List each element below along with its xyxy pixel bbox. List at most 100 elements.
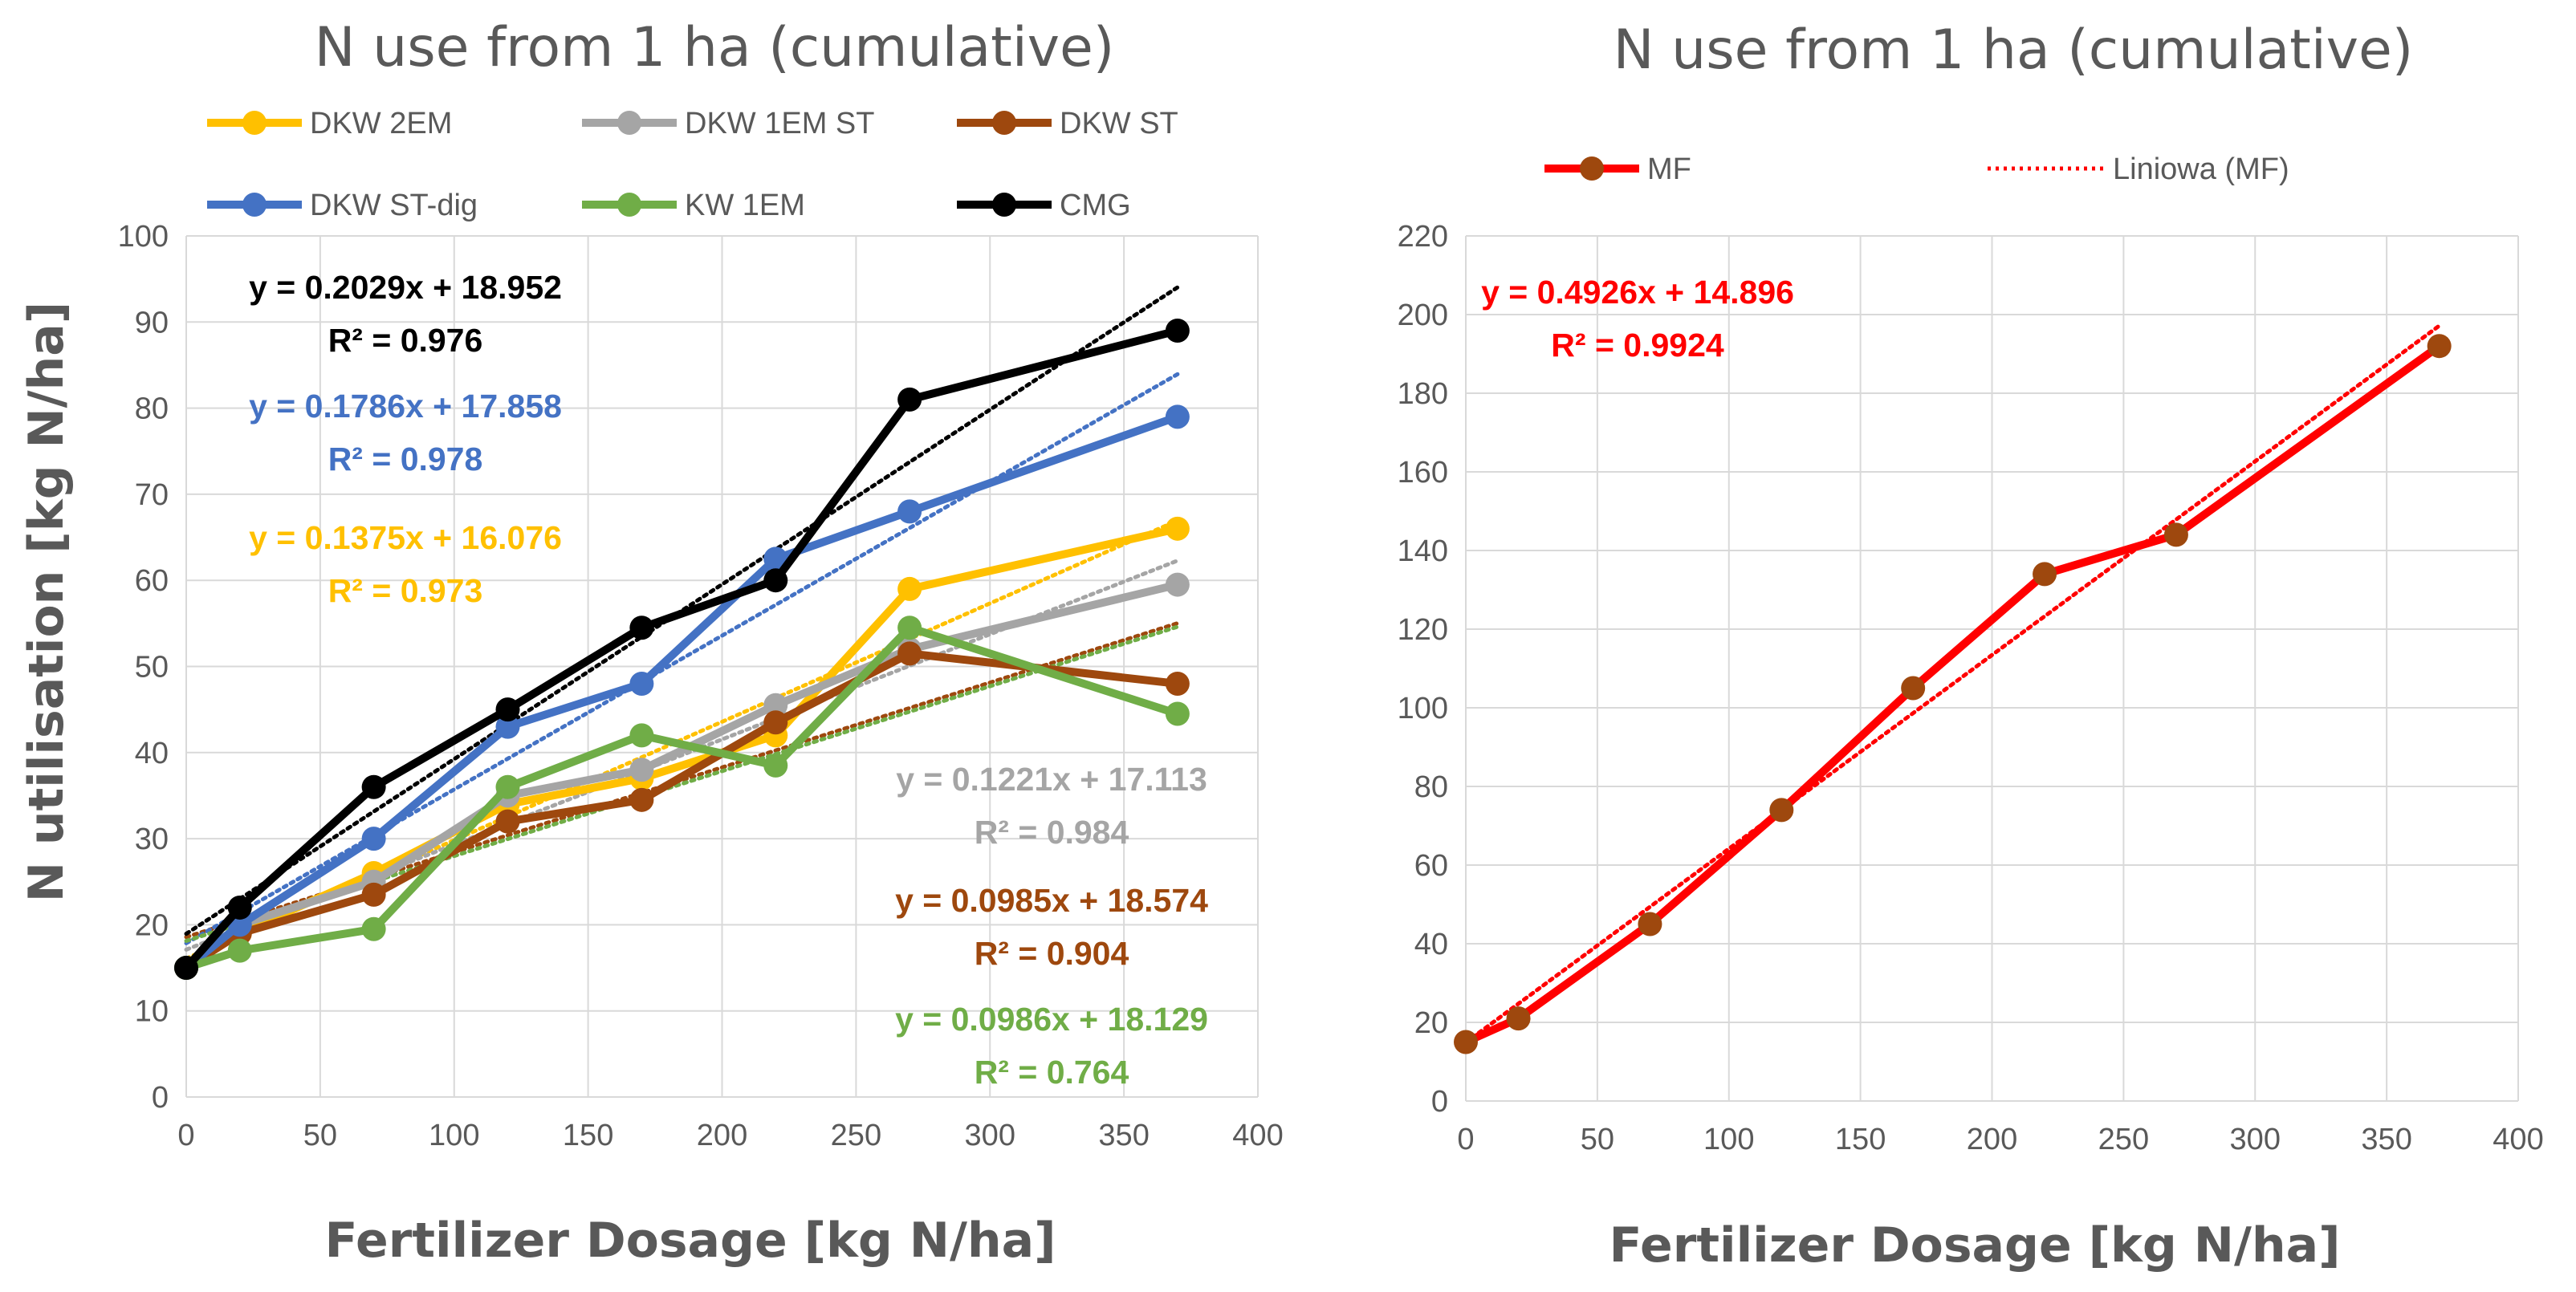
- left-point-dkw-st-dig: [897, 499, 922, 524]
- right-point-mf: [1638, 912, 1662, 936]
- left-grid: [185, 235, 1259, 1098]
- right-x-tick-label: 300: [2230, 1123, 2281, 1156]
- left-legend-item-dkw-2em: DKW 2EM: [207, 107, 452, 140]
- left-x-tick-label: 0: [177, 1119, 194, 1152]
- legend-label: DKW ST: [1060, 107, 1178, 140]
- left-point-kw-1em: [1165, 701, 1190, 726]
- right-legend-item-trendline: Liniowa (MF): [1988, 152, 2289, 186]
- left-y-axis-title: N utilisation [kg N/ha]: [18, 302, 75, 902]
- left-point-cmg: [361, 774, 386, 799]
- right-x-tick-label: 0: [1457, 1123, 1474, 1156]
- left-point-dkw-st-dig: [495, 714, 520, 739]
- right-x-tick-label: 100: [1703, 1123, 1754, 1156]
- legend-label: KW 1EM: [685, 189, 805, 222]
- trend-r-squared: R² = 0.764: [975, 1054, 1129, 1091]
- right-trendline-mf: [1463, 323, 2442, 1045]
- right-legend: MF Liniowa (MF): [1544, 152, 2289, 186]
- legend-swatch-marker: [242, 193, 267, 217]
- left-point-cmg: [897, 387, 922, 412]
- right-y-tick-label: 140: [1398, 534, 1448, 568]
- left-point-dkw-st-dig: [1165, 404, 1190, 429]
- left-x-tick-label: 300: [965, 1119, 1015, 1152]
- legend-swatch-marker: [617, 111, 641, 135]
- left-equation-dkw-2em: y = 0.1375x + 16.076 R² = 0.973: [249, 519, 562, 609]
- trend-r-squared: R² = 0.984: [975, 814, 1129, 851]
- left-point-dkw-1em-st: [629, 758, 654, 782]
- left-equation-dkw-st: y = 0.0985x + 18.574 R² = 0.904: [895, 882, 1208, 972]
- left-point-cmg: [227, 895, 252, 920]
- right-y-tick-label: 0: [1431, 1085, 1448, 1119]
- right-series-lines: [1454, 334, 2452, 1054]
- right-equation-mf: y = 0.4926x + 14.896 R² = 0.9924: [1481, 274, 1794, 364]
- right-chart: N use from 1 ha (cumulative) MF Liniowa (…: [1398, 18, 2544, 1274]
- left-equation-dkw-1em-st: y = 0.1221x + 17.113 R² = 0.984: [896, 761, 1207, 851]
- left-point-dkw-1em-st: [1165, 572, 1190, 597]
- right-point-mf: [1901, 676, 1926, 701]
- left-x-tick-label: 150: [563, 1119, 613, 1152]
- right-point-mf: [2427, 334, 2452, 359]
- legend-label: DKW 1EM ST: [685, 107, 874, 140]
- legend-swatch-marker: [992, 111, 1016, 135]
- trend-equation: y = 0.4926x + 14.896: [1481, 274, 1794, 311]
- legend-label: DKW ST-dig: [310, 189, 478, 222]
- left-legend: DKW 2EM DKW 1EM ST DKW ST DKW ST-dig KW 1EM C…: [207, 107, 1178, 222]
- legend-label: Liniowa (MF): [2113, 152, 2289, 186]
- left-legend-item-dkw-st-dig: DKW ST-dig: [207, 189, 478, 222]
- right-y-tick-label: 120: [1398, 613, 1448, 647]
- trend-r-squared: R² = 0.973: [328, 572, 483, 609]
- trend-equation: y = 0.1375x + 16.076: [249, 519, 562, 556]
- left-legend-item-dkw-1em-st: DKW 1EM ST: [582, 107, 874, 140]
- left-legend-item-kw-1em: KW 1EM: [582, 189, 805, 222]
- right-x-axis-title: Fertilizer Dosage [kg N/ha]: [1609, 1217, 2341, 1274]
- left-series-lines: [174, 319, 1190, 981]
- right-point-mf: [2033, 562, 2057, 587]
- right-x-tick-label: 350: [2361, 1123, 2411, 1156]
- trend-r-squared: R² = 0.976: [328, 322, 483, 359]
- right-y-tick-label: 220: [1398, 220, 1448, 254]
- left-y-tick-label: 100: [118, 220, 169, 254]
- left-x-tick-labels: 0 50 100 150 200 250 300 350 400: [177, 1119, 1283, 1152]
- left-point-dkw-st-dig: [763, 546, 788, 571]
- left-y-tick-label: 70: [135, 478, 169, 512]
- trend-equation: y = 0.2029x + 18.952: [249, 269, 562, 306]
- left-point-dkw-st: [361, 882, 386, 907]
- left-trendline-dkw-st-dig: [184, 372, 1180, 945]
- left-x-tick-label: 50: [303, 1119, 337, 1152]
- left-point-dkw-st: [495, 809, 520, 834]
- trend-equation: y = 0.0986x + 18.129: [895, 1001, 1208, 1038]
- left-x-tick-label: 250: [831, 1119, 881, 1152]
- trend-r-squared: R² = 0.978: [328, 441, 483, 477]
- left-point-kw-1em: [629, 723, 654, 748]
- left-y-tick-labels: 0 10 20 30 40 50 60 70 80 90 100: [118, 220, 169, 1115]
- right-point-mf: [1769, 798, 1794, 823]
- right-y-tick-label: 60: [1414, 849, 1448, 883]
- right-x-tick-label: 50: [1581, 1123, 1614, 1156]
- left-y-tick-label: 30: [135, 823, 169, 856]
- left-point-dkw-st: [1165, 671, 1190, 696]
- right-point-mf: [1506, 1006, 1531, 1031]
- left-y-tick-label: 50: [135, 651, 169, 685]
- right-y-tick-labels: 0 20 40 60 80 100 120 140 160 180 200 220: [1398, 220, 1448, 1119]
- left-series-line-dkw-st: [184, 649, 1178, 972]
- left-x-tick-label: 400: [1232, 1119, 1283, 1152]
- left-point-cmg: [495, 697, 520, 722]
- right-y-tick-label: 80: [1414, 770, 1448, 804]
- left-equation-kw-1em: y = 0.0986x + 18.129 R² = 0.764: [895, 1001, 1208, 1091]
- right-legend-item-mf: MF: [1544, 152, 1691, 186]
- left-point-kw-1em: [227, 938, 252, 963]
- left-point-dkw-2em: [897, 576, 922, 601]
- left-point-dkw-st: [897, 641, 922, 666]
- left-chart: N use from 1 ha (cumulative) DKW 2EM DKW …: [18, 16, 1284, 1269]
- trend-equation: y = 0.1221x + 17.113: [896, 761, 1207, 798]
- left-point-cmg: [763, 568, 788, 593]
- left-y-tick-label: 40: [135, 737, 169, 770]
- right-point-mf: [2163, 522, 2188, 547]
- left-point-dkw-st-dig: [629, 671, 654, 696]
- left-point-kw-1em: [763, 753, 788, 778]
- right-series-line-mf: [1463, 343, 2442, 1046]
- legend-label: CMG: [1060, 189, 1131, 222]
- right-y-tick-label: 160: [1398, 456, 1448, 490]
- right-x-tick-label: 400: [2493, 1123, 2543, 1156]
- left-point-cmg: [629, 616, 654, 640]
